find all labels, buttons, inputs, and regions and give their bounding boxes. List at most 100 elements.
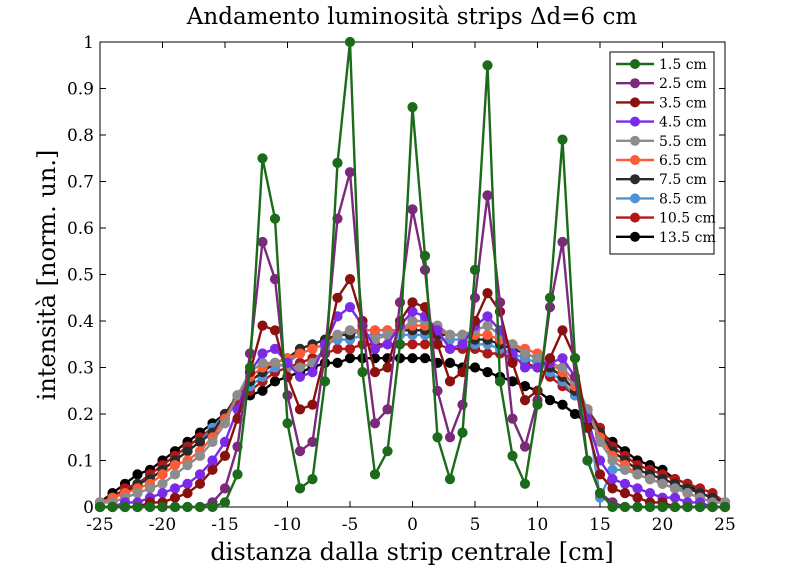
legend-marker xyxy=(630,116,640,127)
data-point xyxy=(269,376,281,387)
data-point xyxy=(482,190,493,201)
legend-entry: 13.5 cm xyxy=(616,230,716,246)
x-tick-label: 5 xyxy=(470,515,481,535)
legend-marker xyxy=(630,155,640,165)
data-point xyxy=(182,460,193,471)
legend-entry: 4.5 cm xyxy=(616,115,707,131)
y-axis-label: intensità [norm. un.] xyxy=(33,150,61,401)
data-point xyxy=(632,501,643,513)
data-point xyxy=(157,478,168,489)
legend-entry: 7.5 cm xyxy=(616,172,707,188)
data-point xyxy=(669,492,681,503)
x-tick-label: 25 xyxy=(714,515,736,535)
data-point xyxy=(294,483,306,494)
data-point xyxy=(344,274,356,285)
data-point xyxy=(257,320,268,331)
data-point xyxy=(107,501,118,513)
data-point xyxy=(407,204,418,215)
x-tick-label: 10 xyxy=(527,515,549,535)
series-line xyxy=(99,324,725,504)
data-point xyxy=(169,469,181,480)
data-point xyxy=(457,339,468,350)
y-tick-label: 0.1 xyxy=(67,452,94,472)
x-tick-label: 0 xyxy=(407,515,418,535)
data-point xyxy=(219,497,231,508)
data-point xyxy=(444,343,456,354)
data-point xyxy=(344,325,356,336)
data-point xyxy=(182,488,193,499)
data-point xyxy=(619,501,631,513)
data-point xyxy=(432,432,443,443)
data-point xyxy=(257,348,268,359)
data-point xyxy=(444,357,456,368)
data-point xyxy=(419,353,431,364)
legend-label: 1.5 cm xyxy=(659,57,707,73)
data-point xyxy=(544,395,556,406)
data-point xyxy=(207,501,218,513)
data-point xyxy=(644,474,656,485)
x-tick-label: 15 xyxy=(589,515,611,535)
data-point xyxy=(444,376,456,387)
legend-entry: 6.5 cm xyxy=(616,153,707,169)
data-point xyxy=(632,492,643,503)
data-point xyxy=(594,436,606,447)
data-point xyxy=(644,501,656,513)
data-point xyxy=(507,413,518,424)
data-point xyxy=(369,325,381,336)
data-point xyxy=(557,236,568,248)
y-tick-label: 0.2 xyxy=(67,405,94,425)
data-point xyxy=(169,460,181,471)
data-point xyxy=(557,325,568,336)
data-point xyxy=(219,483,231,494)
data-point xyxy=(407,339,418,350)
data-point xyxy=(269,213,281,224)
legend-marker xyxy=(630,174,640,185)
y-tick-label: 0.8 xyxy=(67,126,94,146)
data-point xyxy=(482,288,493,299)
data-point xyxy=(294,446,306,457)
data-point xyxy=(332,343,343,354)
legend-label: 6.5 cm xyxy=(659,153,707,169)
data-point xyxy=(369,418,381,429)
data-point xyxy=(132,501,143,513)
x-axis: -25 -20 -15 -10 -5 0 5 10 15 20 25 xyxy=(86,42,736,535)
data-point xyxy=(482,329,493,340)
legend-label: 13.5 cm xyxy=(659,230,716,246)
data-point xyxy=(182,446,193,457)
legend-label: 7.5 cm xyxy=(659,172,707,188)
data-point xyxy=(482,311,493,322)
data-point xyxy=(332,329,343,340)
data-point xyxy=(532,399,543,410)
data-point xyxy=(344,302,356,313)
y-tick-label: 0 xyxy=(83,498,94,518)
series-line xyxy=(99,357,726,504)
data-point xyxy=(94,501,106,513)
series-layer xyxy=(94,36,731,513)
data-point xyxy=(607,483,618,494)
data-point xyxy=(419,339,431,350)
x-tick-label: -25 xyxy=(86,515,113,535)
data-point xyxy=(307,474,318,485)
data-point xyxy=(532,353,543,364)
data-point xyxy=(332,157,343,168)
legend-marker xyxy=(630,193,640,204)
data-point xyxy=(594,488,606,499)
data-point xyxy=(632,483,643,494)
x-tick-label: -20 xyxy=(149,515,176,535)
data-point xyxy=(132,488,143,499)
data-point xyxy=(382,404,393,415)
legend-entry: 3.5 cm xyxy=(616,95,707,111)
data-point xyxy=(619,478,631,489)
y-tick-label: 0.9 xyxy=(67,80,94,100)
data-point xyxy=(444,474,456,485)
legend-entry: 10.5 cm xyxy=(616,211,716,227)
data-point xyxy=(119,501,131,513)
data-point xyxy=(294,362,306,373)
legend-marker xyxy=(630,135,640,146)
data-point xyxy=(407,315,418,327)
data-point xyxy=(432,339,443,350)
data-point xyxy=(344,343,356,354)
data-point xyxy=(219,450,231,461)
x-axis-label: distanza dalla strip centrale [cm] xyxy=(210,538,613,566)
